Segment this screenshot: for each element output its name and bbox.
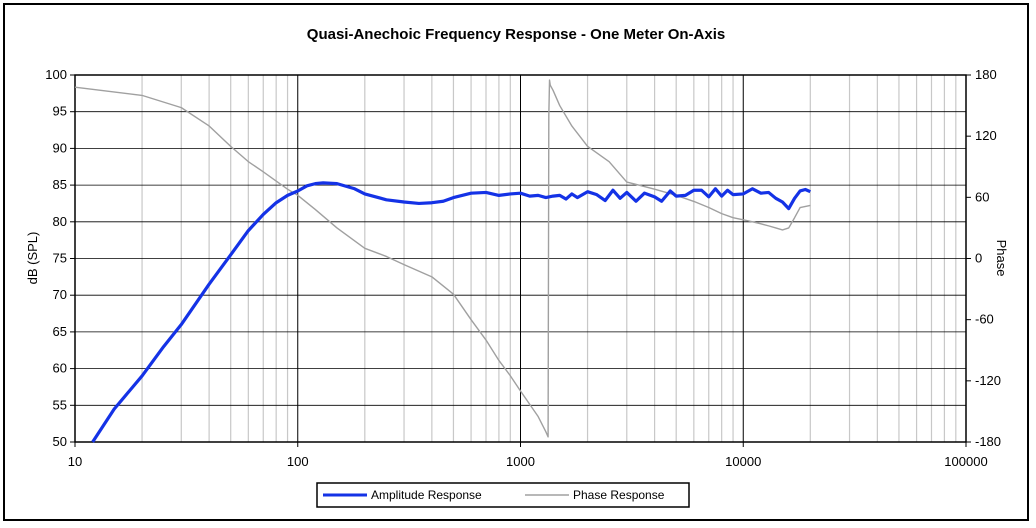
legend-label-amplitude: Amplitude Response [371,488,482,502]
y-tick-label: 100 [45,67,67,82]
y-tick-label: 65 [53,324,67,339]
y-tick-label: 90 [53,140,67,155]
y-tick-label: 95 [53,104,67,119]
y2-tick-label: -180 [975,434,1001,449]
y2-axis-label: Phase [994,240,1009,277]
y2-axis-ticks: -180 -120 -60 0 60 120 180 [966,67,1001,449]
y2-tick-label: 0 [975,251,982,266]
chart-frame: Quasi-Anechoic Frequency Response - One … [3,3,1029,521]
chart-title: Quasi-Anechoic Frequency Response - One … [307,26,725,43]
y-tick-label: 50 [53,434,67,449]
y-tick-label: 60 [53,361,67,376]
x-axis-ticks: 10 100 1000 10000 100000 [68,442,988,469]
y2-tick-label: -60 [975,312,994,327]
y-tick-label: 55 [53,397,67,412]
y2-tick-label: 60 [975,189,989,204]
y-tick-label: 70 [53,287,67,302]
y-axis-ticks: 50 55 60 65 70 75 80 85 90 95 100 [45,67,75,449]
series-amplitude-line [91,181,811,443]
y2-tick-label: -120 [975,373,1001,388]
y2-tick-label: 180 [975,67,997,82]
y-tick-label: 85 [53,177,67,192]
chart-svg: Quasi-Anechoic Frequency Response - One … [25,26,1009,508]
legend: Amplitude Response Phase Response [316,482,690,508]
x-tick-label: 100000 [944,454,987,469]
x-tick-label: 10 [68,454,82,469]
y2-tick-label: 120 [975,128,997,143]
series-phase-line [74,79,811,438]
legend-box [316,482,690,508]
x-tick-label: 1000 [506,454,535,469]
y-tick-label: 80 [53,214,67,229]
x-tick-label: 10000 [725,454,761,469]
y-tick-label: 75 [53,251,67,266]
x-tick-label: 100 [287,454,309,469]
legend-label-phase: Phase Response [573,488,665,502]
series-layer [74,79,811,443]
y-axis-label: dB (SPL) [25,232,40,285]
